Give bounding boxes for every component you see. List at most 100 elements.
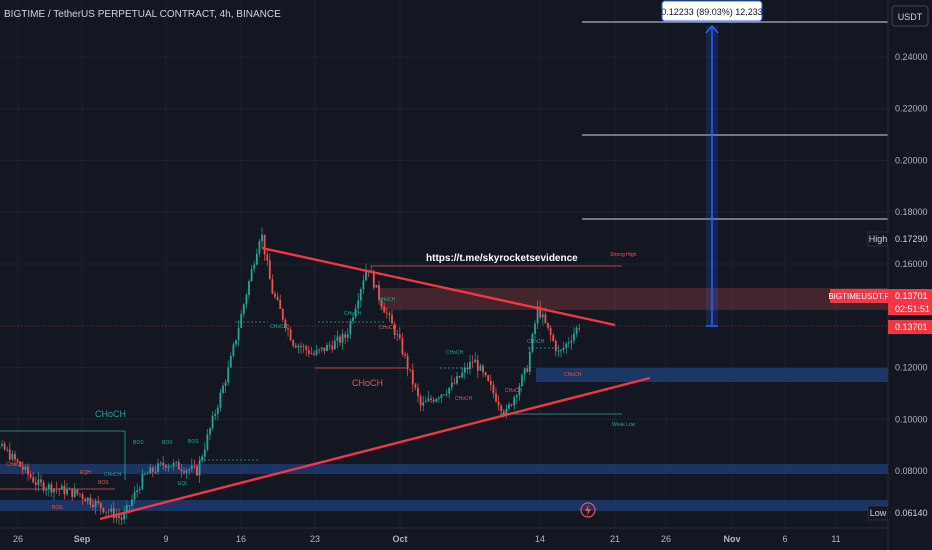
candle-body (138, 488, 141, 491)
candle-body (232, 344, 235, 356)
symbol-price-tag: BIGTIMEUSDT.P 0.13701 02:51:51 (828, 289, 932, 315)
candle-body (534, 323, 536, 334)
candle-body (209, 428, 211, 435)
candle-body (250, 268, 253, 282)
candle-body (97, 501, 100, 503)
candle-body (84, 498, 87, 502)
measure-label: 0.12233 (89.03%) 12,233 (661, 7, 763, 17)
candle-body (406, 355, 409, 370)
candle-body (81, 494, 84, 499)
currency-button[interactable]: USDT (891, 5, 929, 27)
candle-body (388, 313, 391, 316)
candle-body (437, 398, 440, 399)
price-countdown: 02:51:51 (895, 304, 930, 314)
candle-body (573, 333, 575, 341)
price-axis-ticks: 0.24000 0.22000 0.20000 0.18000 0.16000 0.120… (895, 52, 928, 476)
candle-body (112, 508, 115, 519)
candle-body (206, 434, 209, 450)
price-tick-label: 0.20000 (895, 155, 928, 165)
candle-body (219, 392, 222, 408)
candle-body (258, 241, 261, 254)
candle-body (263, 234, 266, 255)
candle-body (378, 285, 380, 300)
structure-label: BOS (162, 440, 173, 446)
candle-body (190, 465, 193, 470)
choch-label-large-mid: CHoCH (352, 378, 383, 388)
demand-zone-lower (0, 464, 888, 474)
low-tag: Low 0.06140 (867, 505, 932, 521)
telegram-link[interactable]: https://t.me/skyrocketsevidence (426, 253, 578, 264)
alert-icon[interactable] (580, 502, 596, 518)
structure-label: CHoCH (6, 462, 24, 468)
structure-label: CHoCH (446, 350, 464, 356)
candle-body (19, 461, 22, 467)
candle-body (450, 382, 453, 388)
candle-body (466, 367, 469, 370)
candle-body (102, 508, 105, 513)
candle-body (99, 502, 102, 509)
strong-high-label: Strong High (610, 252, 637, 258)
candle-body (323, 347, 326, 352)
candle-body (180, 469, 183, 472)
candle-body (443, 394, 445, 396)
candle-body (492, 384, 495, 394)
currency-label: USDT (898, 12, 923, 22)
candle-body (131, 499, 133, 506)
price-tick-label: 0.12000 (895, 363, 928, 373)
candle-body (60, 485, 63, 490)
price-tick-label: 0.18000 (895, 207, 928, 217)
candle-body (6, 449, 9, 451)
candle-body (214, 413, 217, 416)
candle-body (198, 460, 201, 476)
candle-body (146, 473, 149, 475)
supply-zone (380, 288, 888, 310)
candle-body (164, 465, 167, 468)
candle-body (414, 384, 417, 388)
price-tick-label: 0.24000 (895, 52, 928, 62)
candle-body (448, 387, 451, 394)
time-tick-label: 16 (236, 534, 246, 544)
candle-body (305, 346, 308, 351)
measure-label-box (661, 0, 763, 22)
candle-body (482, 365, 484, 373)
ascending-trendline[interactable] (99, 376, 651, 521)
low-value: 0.06140 (895, 508, 928, 518)
candle-body (401, 338, 404, 355)
structure-label: CHoCH (378, 297, 396, 303)
candle-body (175, 461, 178, 463)
structure-label: BOS (188, 439, 199, 445)
price-tick-label: 0.10000 (895, 414, 928, 424)
candle-body (393, 323, 396, 336)
candle-body (47, 484, 50, 490)
candle-body (500, 405, 503, 412)
demand-zone-bottom (0, 500, 888, 511)
candle-body (313, 353, 315, 355)
candle-body (435, 398, 438, 402)
candle-body (297, 345, 300, 348)
candle-body (279, 299, 282, 309)
candle-body (253, 264, 256, 269)
measure-tool[interactable]: 0.12233 (89.03%) 12,233 (661, 0, 763, 327)
candle-body (170, 466, 172, 468)
candle-body (391, 315, 393, 324)
candle-body (531, 333, 534, 352)
structure-label: CHoCH (270, 324, 288, 330)
candle-body (133, 492, 136, 500)
candle-body (110, 508, 113, 512)
candle-body (167, 466, 170, 468)
candle-body (42, 482, 45, 491)
candle-body (120, 517, 123, 520)
candle-body (24, 466, 27, 470)
candle-body (445, 393, 448, 395)
candle-body (76, 489, 79, 494)
structure-label: BOS (52, 505, 63, 511)
candle-body (188, 469, 191, 471)
candle-body (484, 372, 487, 376)
candle-body (518, 386, 521, 396)
candle-body (276, 296, 279, 300)
candle-body (302, 346, 305, 348)
candle-body (422, 402, 425, 406)
candle-body (240, 313, 243, 328)
descending-trendline[interactable] (261, 246, 616, 327)
